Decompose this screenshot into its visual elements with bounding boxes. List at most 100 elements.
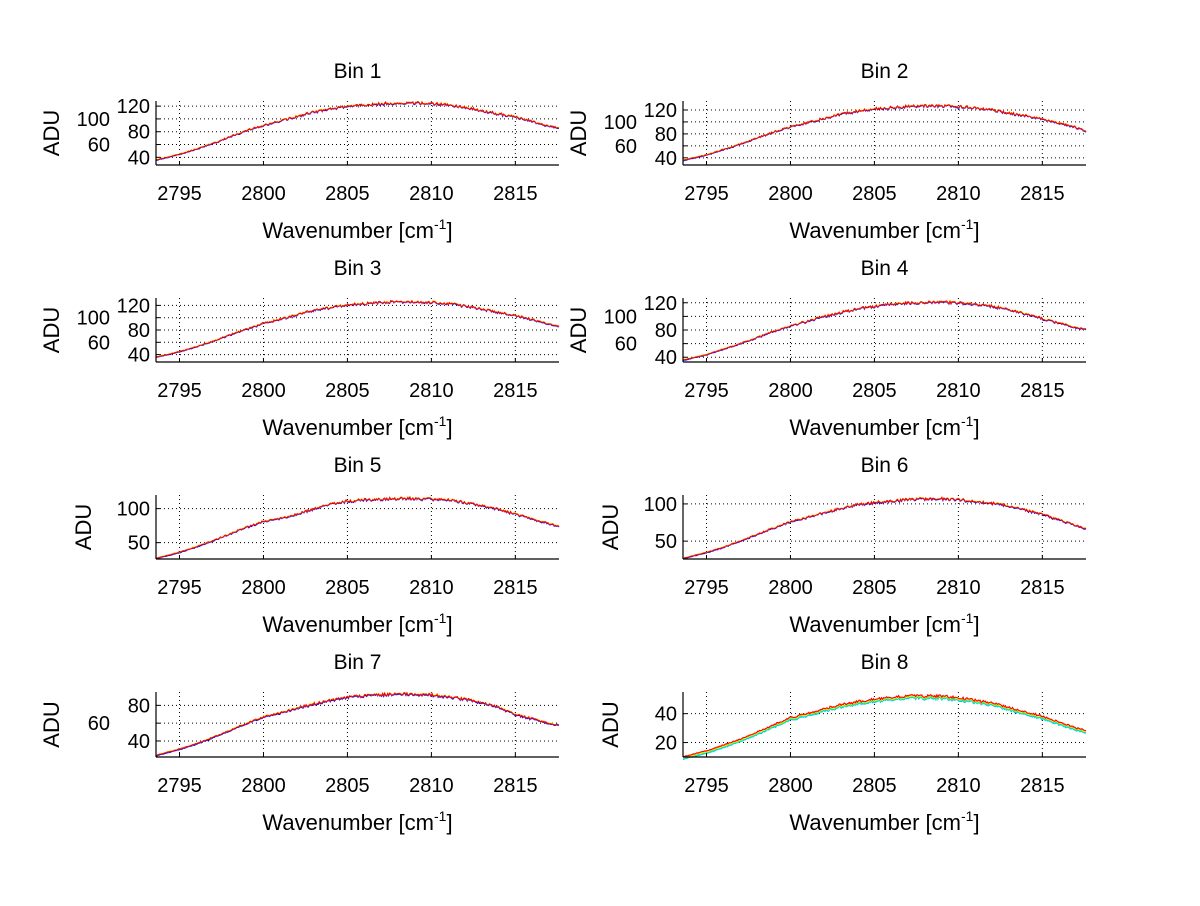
x-axis-label-text: Wavenumber [cm [789, 415, 961, 440]
y-tick-label: 120 [644, 100, 677, 122]
x-tick-label: 2805 [852, 380, 897, 402]
x-tick-label: 2810 [409, 380, 454, 402]
x-tick-label: 2810 [936, 577, 981, 599]
x-tick-label: 2800 [241, 380, 286, 402]
y-tick-label: 60 [88, 713, 110, 735]
y-tick-label: 50 [655, 531, 677, 553]
y-tick-label: 120 [644, 293, 677, 315]
y-tick-label: 60 [615, 136, 637, 158]
subplot-title: Bin 8 [861, 651, 909, 674]
x-tick-label: 2810 [409, 775, 454, 797]
x-axis-label-superscript: -1 [434, 808, 447, 824]
x-axis-label-superscript: -1 [961, 610, 974, 626]
x-tick-label: 2795 [684, 183, 729, 205]
y-axis-label: ADU [598, 504, 623, 550]
data-series-line [682, 497, 1087, 560]
y-tick-label: 120 [117, 295, 150, 317]
data-series-line [682, 694, 1086, 759]
y-tick-label: 40 [128, 345, 150, 367]
y-tick-label: 80 [128, 122, 150, 144]
x-tick-label: 2815 [1020, 577, 1065, 599]
x-axis-label-text: Wavenumber [cm [262, 810, 434, 835]
data-series-line [155, 299, 560, 358]
x-axis-label-text: Wavenumber [cm [789, 218, 961, 243]
x-axis-label-superscript: -1 [961, 216, 974, 232]
x-tick-label: 2805 [325, 775, 370, 797]
x-axis-label: Wavenumber [cm-1] [789, 413, 979, 440]
x-tick-label: 2800 [768, 577, 813, 599]
y-tick-label: 40 [655, 148, 677, 170]
x-axis-label-text: Wavenumber [cm [262, 218, 434, 243]
data-series-line [682, 103, 1087, 161]
y-tick-label: 80 [128, 695, 150, 717]
x-axis-label-end: ] [446, 415, 452, 440]
x-axis-label-superscript: -1 [434, 413, 447, 429]
x-tick-label: 2810 [936, 183, 981, 205]
x-tick-label: 2805 [325, 183, 370, 205]
y-tick-label: 120 [117, 96, 150, 118]
x-tick-label: 2815 [493, 380, 538, 402]
x-tick-label: 2795 [157, 775, 202, 797]
x-tick-label: 2795 [157, 577, 202, 599]
x-tick-label: 2795 [684, 577, 729, 599]
subplot-bin-2: 2795 2800 2805 2810 2815 40 60 80 100 120 Bin 2 Wav… [566, 60, 1087, 243]
x-axis-label: Wavenumber [cm-1] [789, 216, 979, 243]
data-series-line [682, 300, 1087, 362]
x-axis-label-end: ] [446, 612, 452, 637]
data-series-line [155, 100, 560, 161]
x-tick-label: 2815 [493, 577, 538, 599]
data-series-line [682, 693, 1087, 758]
x-tick-label: 2800 [768, 380, 813, 402]
x-tick-label: 2815 [493, 183, 538, 205]
x-tick-label: 2805 [325, 577, 370, 599]
subplot-title: Bin 6 [861, 454, 909, 477]
data-series-line [682, 696, 1087, 761]
x-tick-label: 2795 [684, 380, 729, 402]
y-tick-label: 80 [128, 320, 150, 342]
data-series-line [155, 691, 560, 757]
x-axis-label-end: ] [973, 415, 979, 440]
data-series-line [155, 496, 560, 560]
x-tick-label: 2800 [241, 183, 286, 205]
y-tick-label: 100 [77, 109, 110, 131]
data-series-line [155, 691, 560, 756]
y-axis-label: ADU [39, 110, 64, 156]
subplot-bin-6: 2795 2800 2805 2810 2815 50 100 Bin 6 Wavenumber… [598, 454, 1087, 637]
x-tick-label: 2805 [325, 380, 370, 402]
data-series-line [682, 299, 1087, 361]
x-tick-label: 2810 [409, 183, 454, 205]
y-tick-label: 60 [88, 135, 110, 157]
x-tick-label: 2805 [852, 577, 897, 599]
y-tick-label: 100 [604, 306, 637, 328]
data-series-line [682, 496, 1087, 559]
x-tick-label: 2810 [936, 380, 981, 402]
subplot-title: Bin 1 [334, 60, 382, 83]
x-axis-label-text: Wavenumber [cm [789, 612, 961, 637]
y-axis-label: ADU [566, 110, 591, 156]
x-tick-label: 2815 [1020, 380, 1065, 402]
subplot-title: Bin 7 [334, 651, 382, 674]
x-tick-label: 2815 [1020, 775, 1065, 797]
y-tick-label: 100 [644, 494, 677, 516]
subplot-title: Bin 3 [334, 257, 382, 280]
x-axis-label: Wavenumber [cm-1] [789, 610, 979, 637]
y-tick-label: 40 [128, 731, 150, 753]
y-tick-label: 80 [655, 320, 677, 342]
y-tick-label: 100 [117, 499, 150, 521]
x-axis-label-superscript: -1 [961, 808, 974, 824]
y-tick-label: 100 [604, 112, 637, 134]
subplot-title: Bin 2 [861, 60, 909, 83]
data-series-line [682, 693, 1087, 758]
y-tick-label: 50 [128, 533, 150, 555]
y-axis-label: ADU [39, 307, 64, 353]
x-tick-label: 2800 [241, 775, 286, 797]
x-tick-label: 2810 [409, 577, 454, 599]
subplot-bin-4: 2795 2800 2805 2810 2815 40 60 80 100 120 Bin 4 Wav… [566, 257, 1087, 440]
x-axis-label-superscript: -1 [434, 610, 447, 626]
x-tick-label: 2805 [852, 775, 897, 797]
y-axis-label: ADU [566, 307, 591, 353]
x-axis-label-text: Wavenumber [cm [262, 415, 434, 440]
data-series-line [682, 104, 1087, 162]
